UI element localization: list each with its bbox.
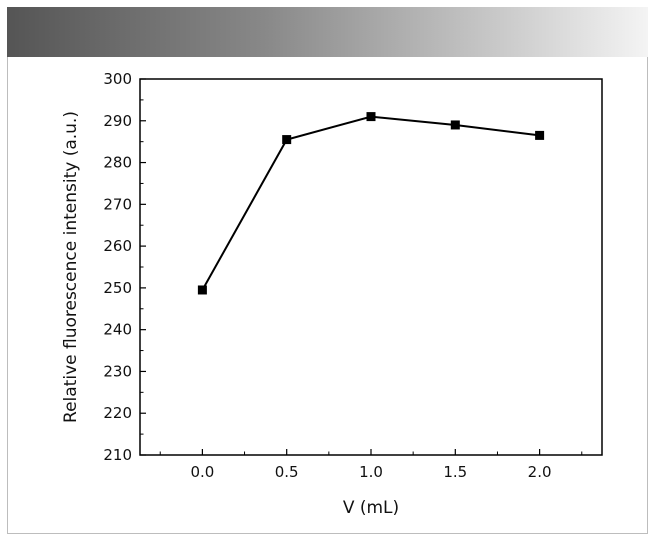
x-tick-label: 2.0 bbox=[528, 463, 552, 481]
data-point bbox=[450, 120, 460, 130]
x-tick-label: 0.0 bbox=[190, 463, 214, 481]
data-point bbox=[282, 135, 292, 145]
y-tick-label: 210 bbox=[103, 446, 132, 464]
y-tick-label: 270 bbox=[103, 195, 132, 213]
x-axis-title: V (mL) bbox=[343, 498, 399, 518]
x-tick-label: 1.5 bbox=[443, 463, 467, 481]
y-tick-label: 280 bbox=[103, 154, 132, 172]
y-axis-title: Relative fluorescence intensity (a.u.) bbox=[61, 111, 81, 423]
x-tick-label: 0.5 bbox=[275, 463, 299, 481]
y-tick-label: 230 bbox=[103, 362, 132, 380]
header-band bbox=[7, 7, 648, 57]
y-tick-label: 300 bbox=[103, 70, 132, 88]
plot-area: 210 220 230 240 250 260 270 280 290 300 0.0 0.5 1.0 1… bbox=[103, 70, 603, 481]
y-tick-label: 240 bbox=[103, 321, 132, 339]
data-point bbox=[197, 285, 207, 295]
y-tick-label: 220 bbox=[103, 404, 132, 422]
data-point bbox=[535, 130, 545, 140]
y-tick-label: 250 bbox=[103, 279, 132, 297]
y-tick-label: 260 bbox=[103, 237, 132, 255]
y-tick-label: 290 bbox=[103, 112, 132, 130]
x-tick-label: 1.0 bbox=[359, 463, 383, 481]
figure-frame bbox=[7, 7, 648, 534]
series-line bbox=[201, 115, 540, 291]
data-point bbox=[366, 112, 376, 122]
